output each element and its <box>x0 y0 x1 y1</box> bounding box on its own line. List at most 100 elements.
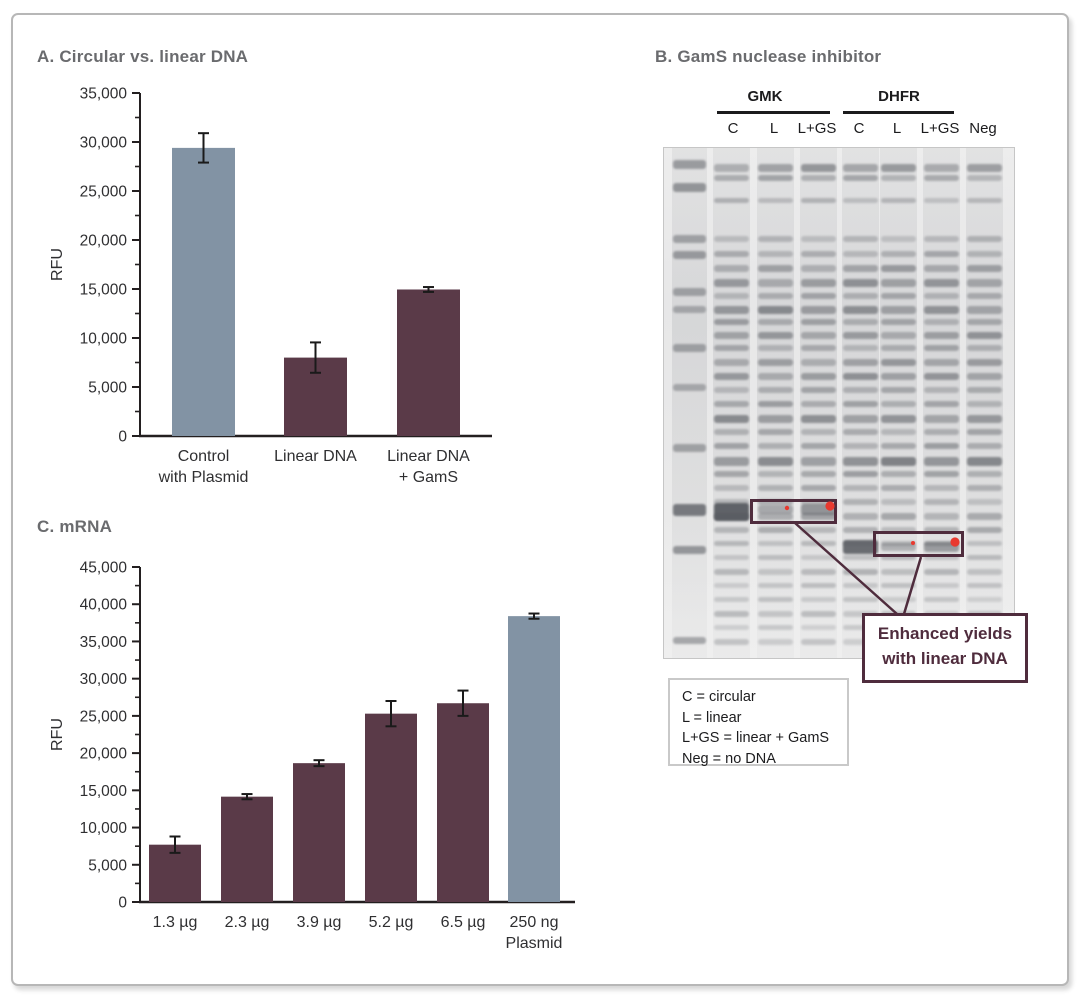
protein-gel-image <box>663 147 1015 659</box>
gel-band <box>673 637 706 644</box>
gel-band <box>881 543 916 551</box>
gel-band <box>801 265 836 272</box>
legend-line-linear: L = linear <box>682 709 742 726</box>
gel-band <box>843 513 878 520</box>
gel-band <box>714 164 749 172</box>
gel-band <box>881 569 916 575</box>
x-category-label: Linear DNA + GamS <box>387 448 470 486</box>
y-tick-label: 15,000 <box>80 783 128 800</box>
y-tick-label: 35,000 <box>80 86 128 103</box>
y-axis-title: RFU <box>49 718 66 751</box>
y-tick-label: 10,000 <box>80 820 128 837</box>
gel-band <box>881 293 916 299</box>
y-tick-label: 10,000 <box>80 331 128 348</box>
gel-band <box>714 429 749 435</box>
gel-band <box>924 457 959 466</box>
panel-a-title: A. Circular vs. linear DNA <box>37 47 249 66</box>
gel-band <box>924 279 959 287</box>
bar-3.9-µg <box>293 763 345 902</box>
gel-band <box>758 429 793 435</box>
gel-band <box>967 387 1002 393</box>
gel-band <box>843 639 878 645</box>
x-category-label: 2.3 µg <box>225 914 270 931</box>
gel-band <box>758 457 793 466</box>
lane-background-smear <box>923 148 960 658</box>
gel-band <box>758 639 793 645</box>
gel-band <box>714 611 749 617</box>
y-axis-title: RFU <box>49 248 66 281</box>
gel-band <box>801 319 836 325</box>
gel-sample-lane-neg-6 <box>966 148 1003 658</box>
gel-band <box>758 611 793 617</box>
gel-band <box>967 164 1002 172</box>
gel-band <box>758 251 793 257</box>
gel-band <box>801 611 836 617</box>
gel-band <box>801 541 836 546</box>
y-tick-label: 5,000 <box>88 380 127 397</box>
gel-sample-lane-l-gs-2 <box>800 148 837 658</box>
lane-background-smear <box>713 148 750 658</box>
gel-band <box>801 332 836 339</box>
gel-band <box>881 306 916 314</box>
gel-band <box>924 555 959 560</box>
lane-background-smear <box>757 148 794 658</box>
gel-band <box>758 485 793 491</box>
gel-band <box>843 373 878 380</box>
gel-band <box>843 345 878 351</box>
gel-band <box>881 359 916 366</box>
gel-band <box>673 288 706 296</box>
gel-band <box>758 373 793 380</box>
gel-band <box>758 513 793 520</box>
gel-band <box>881 527 916 533</box>
gel-band <box>801 293 836 299</box>
y-tick-label: 0 <box>118 429 127 446</box>
gel-band <box>967 555 1002 560</box>
gel-band <box>967 265 1002 272</box>
gel-band <box>924 542 959 552</box>
gel-band <box>758 527 793 533</box>
gel-band <box>967 251 1002 257</box>
gel-band <box>843 485 878 491</box>
gel-band <box>714 359 749 366</box>
gel-band <box>714 175 749 181</box>
gel-band <box>714 527 749 533</box>
gel-lane-label-1: L <box>769 120 779 137</box>
x-category-label: Control with Plasmid <box>158 448 249 486</box>
gel-band <box>758 319 793 325</box>
gel-band <box>881 319 916 325</box>
gel-band <box>758 569 793 575</box>
gel-band <box>714 443 749 449</box>
gel-band <box>801 504 836 515</box>
gel-band <box>801 164 836 172</box>
gel-band <box>924 164 959 172</box>
gel-band <box>714 387 749 393</box>
gel-band <box>673 160 706 169</box>
x-category-label: 1.3 µg <box>153 914 198 931</box>
gel-band <box>801 527 836 533</box>
gel-band <box>881 457 916 466</box>
gel-sample-lane-l-4 <box>880 148 917 658</box>
gel-band <box>801 251 836 257</box>
gel-band <box>843 415 878 423</box>
gel-band <box>881 345 916 351</box>
gel-band <box>843 569 878 575</box>
gel-band <box>758 359 793 366</box>
gel-band <box>758 541 793 546</box>
gel-band <box>801 401 836 407</box>
gel-band <box>801 279 836 287</box>
gel-band <box>843 332 878 339</box>
gel-band <box>843 319 878 325</box>
gel-band <box>924 198 959 203</box>
gel-band <box>843 499 878 505</box>
gel-band <box>924 265 959 272</box>
gel-band <box>758 499 793 505</box>
x-category-label: Linear DNA <box>274 448 357 465</box>
gel-band <box>843 251 878 257</box>
bar-control-with-plasmid <box>172 147 235 436</box>
gel-band <box>881 332 916 339</box>
gel-band <box>714 569 749 575</box>
y-tick-label: 25,000 <box>80 708 128 725</box>
gel-band <box>881 198 916 203</box>
gel-band <box>967 499 1002 505</box>
gel-band <box>967 527 1002 533</box>
